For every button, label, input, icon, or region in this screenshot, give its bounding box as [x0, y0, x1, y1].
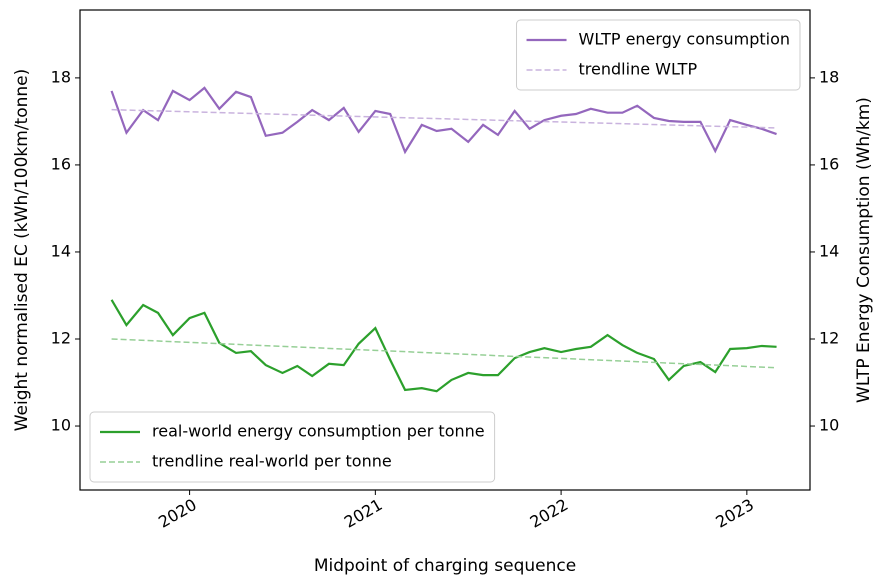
legend-label: trendline real-world per tonne: [152, 452, 392, 471]
y2-tick-label: 16: [819, 154, 839, 173]
legend: WLTP energy consumption trendline WLTP: [516, 19, 801, 91]
y2-tick-label: 10: [819, 416, 839, 435]
y-axis-label: Weight normalised EC (kWh/100km/tonne): [12, 69, 32, 432]
legend-box: [516, 19, 801, 91]
x-tick-label: 2021: [341, 495, 386, 532]
y2-axis-label: WLTP Energy Consumption (Wh/km): [854, 97, 874, 403]
y-tick-label: 12: [51, 328, 71, 347]
trendline: [111, 108, 777, 129]
y2-tick-label: 18: [819, 67, 839, 86]
x-tick-label: 2022: [527, 495, 572, 532]
legend-label: WLTP energy consumption: [579, 30, 790, 49]
series-line: [110, 299, 777, 393]
y-tick-label: 10: [51, 416, 71, 435]
x-tick-label: 2020: [155, 495, 200, 532]
y-tick-label: 16: [51, 154, 71, 173]
y2-tick-label: 14: [819, 241, 839, 260]
x-axis-label: Midpoint of charging sequence: [314, 556, 576, 576]
legend-box: [89, 411, 496, 483]
y2-tick-label: 12: [819, 328, 839, 347]
x-tick-label: 2023: [712, 495, 757, 532]
series-line: [110, 86, 777, 155]
y-tick-label: 18: [51, 67, 71, 86]
legend: real-world energy consumption per tonne t…: [89, 411, 496, 483]
legend-label: real-world energy consumption per tonne: [152, 422, 485, 441]
y-tick-label: 14: [51, 241, 71, 260]
legend-label: trendline WLTP: [579, 60, 698, 79]
trendline: [111, 338, 777, 369]
plot-frame: [79, 9, 811, 491]
